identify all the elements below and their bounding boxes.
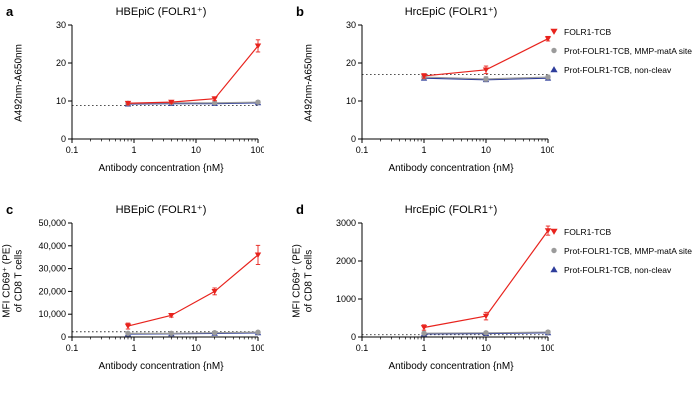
svg-text:40,000: 40,000 [38,241,66,251]
triangle-up-icon [550,266,558,273]
svg-text:10: 10 [191,145,201,155]
svg-text:30,000: 30,000 [38,264,66,274]
svg-text:1: 1 [131,343,136,353]
svg-text:100: 100 [540,145,554,155]
svg-text:10: 10 [346,96,356,106]
legend-item: Prot-FOLR1-TCB, MMP-matA site [548,245,698,256]
panel-title: HBEpiC (FOLR1⁺) [115,204,207,216]
svg-text:100: 100 [250,145,264,155]
panel-letter: a [6,4,14,19]
plot-area: 0 10 20 30 0.1 1 10 100 [56,20,264,155]
svg-text:0: 0 [61,332,66,342]
panel-d: d HrcEpiC (FOLR1⁺) MFI CD69⁺ (PE) of CD8… [292,202,581,394]
circle-icon [551,47,557,54]
legend-item: FOLR1-TCB [548,26,698,37]
svg-text:0: 0 [351,332,356,342]
legend-label: Prot-FOLR1-TCB, MMP-matA site [564,45,692,56]
svg-text:0: 0 [61,134,66,144]
triangle-down-icon [550,228,558,235]
legend: FOLR1-TCB Prot-FOLR1-TCB, MMP-matA site Pr… [548,26,698,83]
svg-text:20,000: 20,000 [38,286,66,296]
svg-text:0.1: 0.1 [66,343,79,353]
legend-label: FOLR1-TCB [564,226,612,237]
panel-b: b HrcEpiC (FOLR1⁺) A492nm-A650nm 0 10 20 30… [296,4,581,196]
svg-text:30: 30 [346,20,356,30]
x-axis-label: Antibody concentration {nM} [98,163,224,174]
svg-text:2000: 2000 [336,256,356,266]
y-axis-label: MFI CD69⁺ (PE) of CD8 T cells [291,244,315,318]
circle-icon [551,247,557,254]
svg-text:3000: 3000 [336,218,356,228]
svg-text:100: 100 [540,343,554,353]
panel-letter: d [296,202,304,217]
x-axis-label: Antibody concentration {nM} [388,361,514,372]
svg-text:1: 1 [131,145,136,155]
legend-item: Prot-FOLR1-TCB, non-cleav [548,264,698,275]
svg-text:1: 1 [421,145,426,155]
svg-text:50,000: 50,000 [38,218,66,228]
svg-text:20: 20 [346,58,356,68]
svg-text:30: 30 [56,20,66,30]
panel-letter: b [296,4,304,19]
panel-c: c HBEpiC (FOLR1⁺) MFI CD69⁺ (PE) of CD8 … [2,202,291,394]
svg-text:0.1: 0.1 [356,145,369,155]
svg-text:1: 1 [421,343,426,353]
svg-text:20: 20 [56,58,66,68]
svg-text:0.1: 0.1 [66,145,79,155]
legend-label: Prot-FOLR1-TCB, non-cleav [564,264,672,275]
triangle-up-icon [550,66,558,73]
panel-title: HBEpiC (FOLR1⁺) [115,6,207,18]
plot-area: 0 10,000 20,000 30,000 40,000 50,000 0.1 1 10 100 [38,218,264,353]
svg-text:100: 100 [250,343,264,353]
svg-text:10,000: 10,000 [38,309,66,319]
panel-title: HrcEpiC (FOLR1⁺) [404,204,498,216]
x-axis-label: Antibody concentration {nM} [388,163,514,174]
plot-area: 0 10 20 30 0.1 1 10 100 [346,20,554,155]
legend-label: Prot-FOLR1-TCB, non-cleav [564,64,672,75]
plot-area: 0 1000 2000 3000 0.1 1 10 100 [336,218,554,353]
svg-text:10: 10 [56,96,66,106]
svg-text:10: 10 [481,343,491,353]
x-axis-label: Antibody concentration {nM} [98,361,224,372]
legend-item: FOLR1-TCB [548,226,698,237]
legend-label: Prot-FOLR1-TCB, MMP-matA site [564,245,692,256]
svg-text:1000: 1000 [336,294,356,304]
svg-text:0.1: 0.1 [356,343,369,353]
legend-item: Prot-FOLR1-TCB, non-cleav [548,64,698,75]
y-axis-label: MFI CD69⁺ (PE) of CD8 T cells [1,244,25,318]
panel-title: HrcEpiC (FOLR1⁺) [404,6,498,18]
svg-text:0: 0 [351,134,356,144]
panel-a: a HBEpiC (FOLR1⁺) A492nm-A650nm 0 10 20 30 0… [6,4,291,196]
svg-text:10: 10 [481,145,491,155]
legend: FOLR1-TCB Prot-FOLR1-TCB, MMP-matA site Pr… [548,226,698,283]
legend-item: Prot-FOLR1-TCB, MMP-matA site [548,45,698,56]
panel-letter: c [6,202,14,217]
triangle-down-icon [550,28,558,35]
svg-text:10: 10 [191,343,201,353]
legend-label: FOLR1-TCB [564,26,612,37]
